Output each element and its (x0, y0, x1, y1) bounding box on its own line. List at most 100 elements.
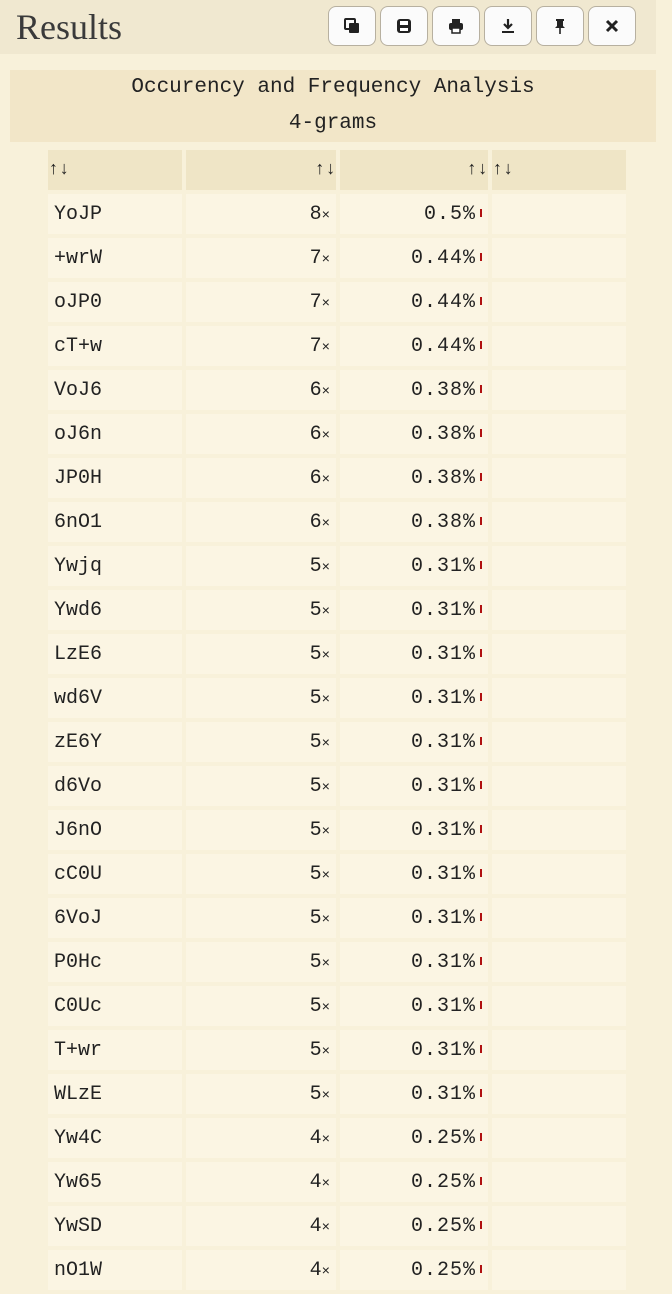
table-row: WLzE 5× 0.31% (48, 1074, 626, 1114)
count-value: 4 (309, 1258, 322, 1282)
frequency-bar (480, 781, 482, 790)
gram-cell: Yw4C (48, 1118, 182, 1158)
times-symbol: × (321, 911, 330, 928)
percent-cell: 0.31% (340, 590, 488, 630)
percent-cell: 0.38% (340, 502, 488, 542)
frequency-bar (480, 1001, 482, 1010)
times-symbol: × (321, 1263, 330, 1280)
count-cell: 5× (186, 898, 336, 938)
count-cell: 7× (186, 326, 336, 366)
table-row: J6nO 5× 0.31% (48, 810, 626, 850)
table-row: d6Vo 5× 0.31% (48, 766, 626, 806)
frequency-bar (480, 341, 482, 350)
times-symbol: × (321, 867, 330, 884)
bar-cell (492, 1206, 626, 1246)
times-symbol: × (321, 779, 330, 796)
count-cell: 5× (186, 854, 336, 894)
count-value: 5 (309, 686, 322, 710)
count-cell: 5× (186, 810, 336, 850)
bar-cell (492, 326, 626, 366)
count-value: 7 (309, 334, 322, 358)
times-symbol: × (321, 603, 330, 620)
count-value: 5 (309, 994, 322, 1018)
table-row: oJ6n 6× 0.38% (48, 414, 626, 454)
count-value: 6 (309, 422, 322, 446)
pin-button[interactable] (536, 6, 584, 46)
count-value: 5 (309, 598, 322, 622)
bar-cell (492, 1162, 626, 1202)
frequency-bar (480, 253, 482, 262)
times-symbol: × (321, 559, 330, 576)
count-value: 5 (309, 730, 322, 754)
close-button[interactable] (588, 6, 636, 46)
bar-cell (492, 238, 626, 278)
frequency-bar (480, 1045, 482, 1054)
gram-cell: +wrW (48, 238, 182, 278)
percent-cell: 0.44% (340, 282, 488, 322)
copy-button[interactable] (328, 6, 376, 46)
times-symbol: × (321, 295, 330, 312)
sort-count-column[interactable]: ↑↓ (186, 150, 336, 190)
bar-cell (492, 370, 626, 410)
gram-cell: YwSD (48, 1206, 182, 1246)
count-value: 6 (309, 510, 322, 534)
gram-cell: d6Vo (48, 766, 182, 806)
frequency-bar (480, 429, 482, 438)
percent-cell: 0.38% (340, 370, 488, 410)
table-row: cC0U 5× 0.31% (48, 854, 626, 894)
count-value: 5 (309, 818, 322, 842)
count-value: 7 (309, 290, 322, 314)
sort-percent-column[interactable]: ↑↓ (340, 150, 488, 190)
frequency-bar (480, 297, 482, 306)
count-value: 5 (309, 1038, 322, 1062)
save-button[interactable] (380, 6, 428, 46)
count-cell: 5× (186, 590, 336, 630)
gram-cell: wd6V (48, 678, 182, 718)
count-cell: 4× (186, 1206, 336, 1246)
sort-bar-column[interactable]: ↑↓ (492, 150, 626, 190)
count-cell: 7× (186, 282, 336, 322)
analysis-title: Occurency and Frequency Analysis (131, 76, 535, 99)
frequency-bar (480, 913, 482, 922)
gram-cell: LzE6 (48, 634, 182, 674)
gram-cell: J6nO (48, 810, 182, 850)
gram-cell: 6VoJ (48, 898, 182, 938)
times-symbol: × (321, 383, 330, 400)
table-row: oJP0 7× 0.44% (48, 282, 626, 322)
bar-cell (492, 546, 626, 586)
frequency-bar (480, 517, 482, 526)
percent-cell: 0.25% (340, 1162, 488, 1202)
percent-cell: 0.31% (340, 678, 488, 718)
percent-cell: 0.31% (340, 766, 488, 806)
copy-icon (344, 18, 359, 33)
download-button[interactable] (484, 6, 532, 46)
times-symbol: × (321, 691, 330, 708)
print-button[interactable] (432, 6, 480, 46)
gram-cell: Ywd6 (48, 590, 182, 630)
frequency-bar (480, 605, 482, 614)
count-cell: 5× (186, 546, 336, 586)
percent-cell: 0.31% (340, 898, 488, 938)
bar-cell (492, 986, 626, 1026)
frequency-bar (480, 1221, 482, 1230)
bar-cell (492, 1030, 626, 1070)
table-row: +wrW 7× 0.44% (48, 238, 626, 278)
gram-cell: oJP0 (48, 282, 182, 322)
percent-cell: 0.44% (340, 238, 488, 278)
table-row: wd6V 5× 0.31% (48, 678, 626, 718)
count-value: 7 (309, 246, 322, 270)
bar-cell (492, 766, 626, 806)
table-row: VoJ6 6× 0.38% (48, 370, 626, 410)
print-icon (449, 19, 463, 34)
frequency-bar (480, 957, 482, 966)
count-value: 8 (309, 202, 322, 226)
bar-cell (492, 854, 626, 894)
bar-cell (492, 722, 626, 762)
times-symbol: × (321, 1219, 330, 1236)
times-symbol: × (321, 1087, 330, 1104)
ngram-table: ↑↓ ↑↓ ↑↓ ↑↓ YoJP 8× 0.5% +wrW 7× 0.44% oJP0 7× 0… (44, 146, 630, 1294)
gram-cell: 6nO1 (48, 502, 182, 542)
frequency-bar (480, 825, 482, 834)
times-symbol: × (321, 999, 330, 1016)
sort-gram-column[interactable]: ↑↓ (48, 150, 182, 190)
